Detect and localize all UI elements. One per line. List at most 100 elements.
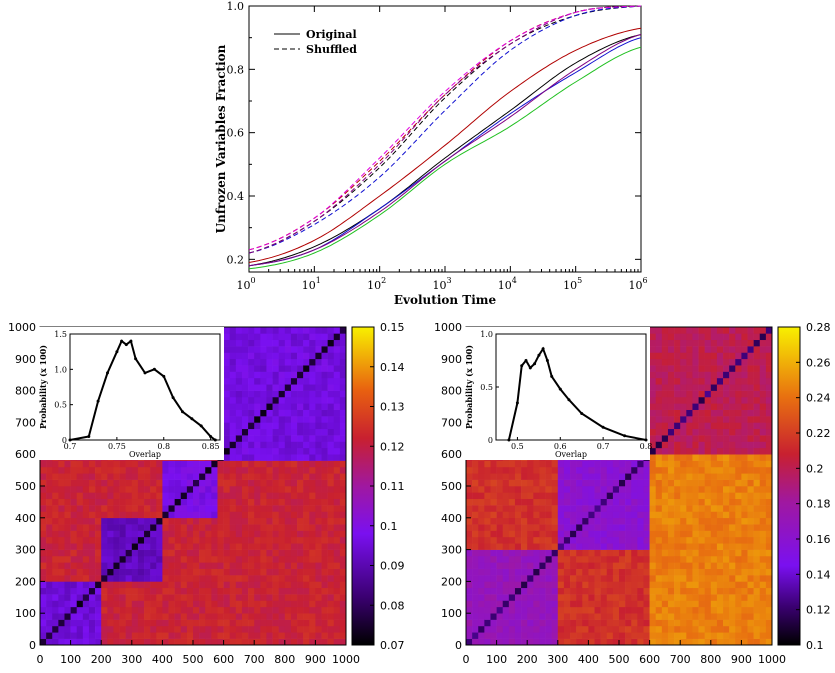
heatmap-cell <box>290 511 298 519</box>
heatmap-cell <box>113 549 120 557</box>
heatmap-cell <box>508 587 516 595</box>
heatmap-cell <box>174 606 182 614</box>
heatmap-cell <box>321 594 328 601</box>
heatmap-cell <box>661 352 669 360</box>
heatmap-cell <box>704 327 712 334</box>
heatmap-cell <box>107 613 114 620</box>
heatmap-cell <box>514 625 522 633</box>
heatmap-cell <box>619 638 626 646</box>
heatmap-cell <box>655 358 663 366</box>
heatmap-cell <box>193 511 200 519</box>
heatmap-cell <box>557 517 565 525</box>
heatmap-cell <box>710 466 718 474</box>
heatmap-cell <box>704 358 712 366</box>
heatmap-cell <box>260 441 267 449</box>
heatmap-cell <box>466 498 473 506</box>
heatmap-cell <box>278 562 286 569</box>
heatmap-cell <box>205 498 212 506</box>
heatmap-cell <box>101 600 108 608</box>
heatmap-cell <box>716 428 724 436</box>
heatmap-cell <box>521 632 528 639</box>
heatmap-cell <box>692 371 699 379</box>
heatmap-cell <box>113 575 120 582</box>
heatmap-cell <box>606 587 614 595</box>
x-tick-label: 104 <box>498 276 517 292</box>
heatmap-cell <box>297 543 304 550</box>
heatmap-cell <box>254 543 261 550</box>
heatmap-cell <box>576 632 583 639</box>
heatmap-cell <box>297 606 304 614</box>
heatmap-cell <box>612 530 620 538</box>
heatmap-cell <box>278 625 286 633</box>
heatmap-cell <box>339 581 347 589</box>
heatmap-cell <box>716 543 724 550</box>
heatmap-cell <box>303 549 310 557</box>
heatmap-cell <box>576 460 583 468</box>
heatmap-cell <box>631 517 638 525</box>
right-heatmap: 0 100 200 300 400 500 600 700 800 900 1000 0100200… <box>434 321 831 666</box>
heatmap-cell <box>193 619 200 627</box>
heatmap-cell <box>266 466 273 474</box>
heatmap-cell <box>180 460 188 468</box>
heatmap-cell <box>290 524 298 531</box>
heatmap-cell <box>539 543 546 550</box>
heatmap-cell <box>297 524 304 531</box>
heatmap-cell <box>327 416 335 423</box>
heatmap-cell <box>235 365 243 372</box>
heatmap-cell <box>205 632 212 639</box>
heatmap-cell <box>180 594 188 601</box>
heatmap-cell <box>266 600 273 608</box>
heatmap-cell <box>241 416 249 423</box>
heatmap-cell <box>95 632 102 639</box>
heatmap-cell <box>710 486 718 493</box>
heatmap-cell <box>539 587 546 595</box>
heatmap-cell <box>735 524 742 531</box>
heatmap-cell <box>570 517 577 525</box>
heatmap-cell <box>704 606 712 614</box>
heatmap-cell <box>490 524 497 531</box>
heatmap-cell <box>472 562 479 569</box>
heatmap-cell <box>478 587 485 595</box>
heatmap-cell <box>131 606 139 614</box>
heatmap-cell <box>680 435 687 442</box>
heatmap-cell <box>290 466 298 474</box>
heatmap-cell <box>741 517 748 525</box>
heatmap-cell <box>229 339 237 347</box>
heatmap-cell <box>551 562 559 569</box>
heatmap-cell <box>649 562 657 569</box>
heatmap-cell <box>205 600 212 608</box>
heatmap-cell <box>327 358 335 366</box>
heatmap-cell <box>309 441 316 449</box>
heatmap-cell <box>315 333 322 341</box>
heatmap-cell <box>333 396 341 404</box>
heatmap-cell <box>588 511 595 519</box>
heatmap-cell <box>266 384 273 391</box>
heatmap-cell <box>125 638 133 646</box>
heatmap-cell <box>131 524 139 531</box>
heatmap-cell <box>716 384 724 391</box>
heatmap-cell <box>76 530 84 538</box>
heatmap-cell <box>309 339 316 347</box>
heatmap-cell <box>333 498 341 506</box>
heatmap-cell <box>686 384 693 391</box>
heatmap-cell <box>95 511 102 519</box>
heatmap-cell <box>327 460 335 468</box>
heatmap-cell <box>631 492 638 500</box>
heatmap-cell <box>533 581 540 589</box>
heatmap-cell <box>284 352 292 360</box>
colorbar-tick-label: 0.12 <box>380 440 405 453</box>
heatmap-cell <box>162 568 169 576</box>
heatmap-cell <box>193 613 200 620</box>
heatmap-cell <box>551 625 559 633</box>
heatmap-cell <box>600 492 608 500</box>
heatmap-cell <box>723 371 730 379</box>
heatmap-cell <box>612 498 620 506</box>
heatmap-cell <box>217 562 224 569</box>
heatmap-cell <box>156 524 163 531</box>
heatmap-cell <box>716 396 724 404</box>
heatmap-cell <box>637 619 644 627</box>
heatmap-cell <box>315 587 322 595</box>
heatmap-cell <box>723 416 730 423</box>
heatmap-cell <box>321 384 328 391</box>
heatmap-cell <box>303 479 310 487</box>
